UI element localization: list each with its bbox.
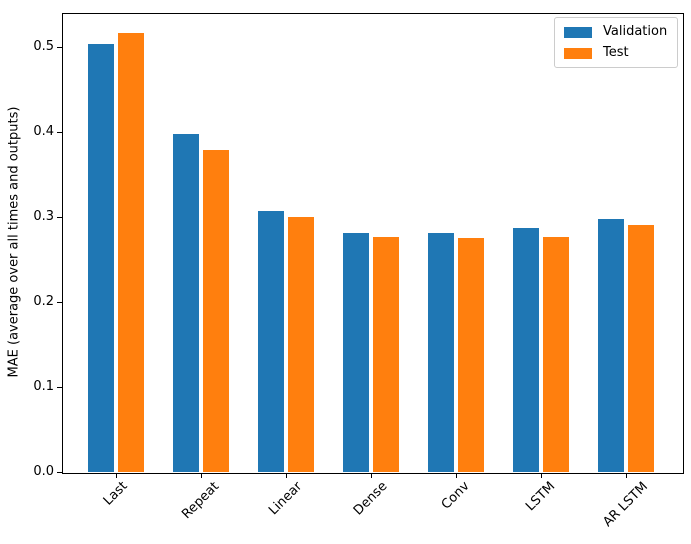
x-tick-label-dense: Dense [350,478,391,519]
x-tick-label-repeat: Repeat [179,479,223,523]
bar-validation-dense [343,233,369,472]
x-tick-mark [455,473,457,478]
y-tick-mark [57,471,62,473]
bar-test-conv [458,238,484,472]
bar-test-dense [373,237,399,472]
validation-color-swatch [564,26,592,38]
x-tick-mark [115,473,117,478]
x-tick-mark [540,473,542,478]
bar-test-lstm [543,236,569,472]
y-tick-label: 0.0 [33,464,54,479]
x-tick-mark [200,473,202,478]
legend-label-test: Test [603,45,629,60]
bar-test-repeat [203,149,229,472]
legend-item-validation: Validation [564,25,667,39]
y-tick-mark [57,46,62,48]
x-tick-label-last: Last [100,478,131,509]
legend-item-test: Test [564,46,667,60]
bar-validation-last [88,44,114,472]
y-tick-mark [57,386,62,388]
x-tick-mark [625,473,627,478]
bar-test-ar-lstm [628,224,654,472]
bar-validation-repeat [173,133,199,472]
y-tick-mark [57,301,62,303]
x-tick-label-conv: Conv [438,478,473,513]
y-tick-label: 0.3 [33,209,54,224]
x-tick-label-lstm: LSTM [523,479,559,515]
bar-validation-linear [258,211,284,472]
y-tick-mark [57,131,62,133]
x-tick-mark [370,473,372,478]
y-tick-label: 0.5 [33,39,54,54]
bar-validation-ar-lstm [598,218,624,472]
legend: Validation Test [554,17,679,68]
x-tick-label-ar-lstm: AR LSTM [600,479,652,530]
y-tick-label: 0.1 [33,379,54,394]
bar-test-last [118,32,144,472]
x-tick-label-linear: Linear [266,478,306,519]
y-axis-label: MAE (average over all times and outputs) [6,106,22,378]
y-tick-mark [57,216,62,218]
y-tick-label: 0.4 [33,124,54,139]
bar-validation-conv [428,233,454,472]
test-color-swatch [564,47,592,59]
y-tick-label: 0.2 [33,294,54,309]
legend-label-validation: Validation [603,24,668,39]
bar-test-linear [288,217,314,472]
x-tick-mark [285,473,287,478]
bar-validation-lstm [513,228,539,472]
